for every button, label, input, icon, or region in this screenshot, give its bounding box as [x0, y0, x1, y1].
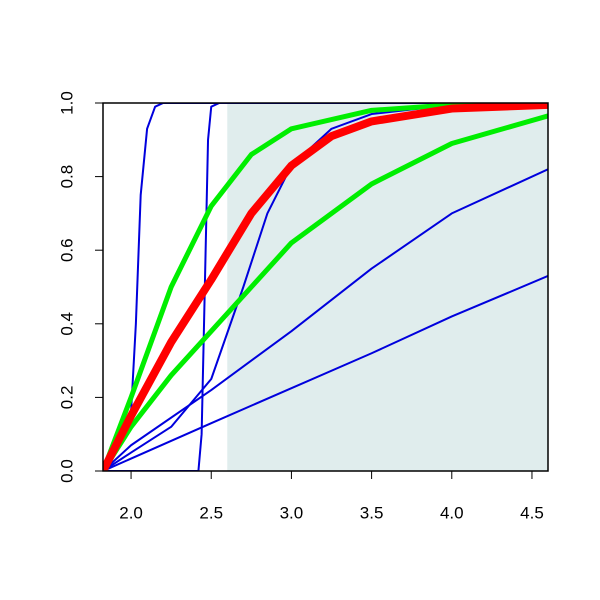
- x-tick-label: 4.5: [520, 503, 544, 522]
- plot-area: [103, 103, 548, 471]
- y-tick-label: 1.0: [57, 91, 76, 115]
- y-tick-label: 0.4: [57, 312, 76, 336]
- y-tick-label: 0.6: [57, 238, 76, 262]
- x-tick-label: 4.0: [440, 503, 464, 522]
- plot-frame: [102, 102, 549, 472]
- y-tick-label: 0.0: [57, 459, 76, 483]
- series-line: [103, 103, 548, 471]
- series-line: [103, 274, 548, 471]
- x-tick-label: 2.0: [119, 503, 143, 522]
- y-tick-label: 0.8: [57, 165, 76, 189]
- y-tick-label: 0.2: [57, 386, 76, 410]
- x-tick-label: 3.5: [360, 503, 384, 522]
- x-tick-label: 3.0: [280, 503, 304, 522]
- x-tick-label: 2.5: [199, 503, 223, 522]
- series-line: [103, 168, 548, 471]
- series-line: [103, 103, 548, 471]
- shaded-region: [227, 103, 548, 471]
- series-line: [103, 113, 548, 471]
